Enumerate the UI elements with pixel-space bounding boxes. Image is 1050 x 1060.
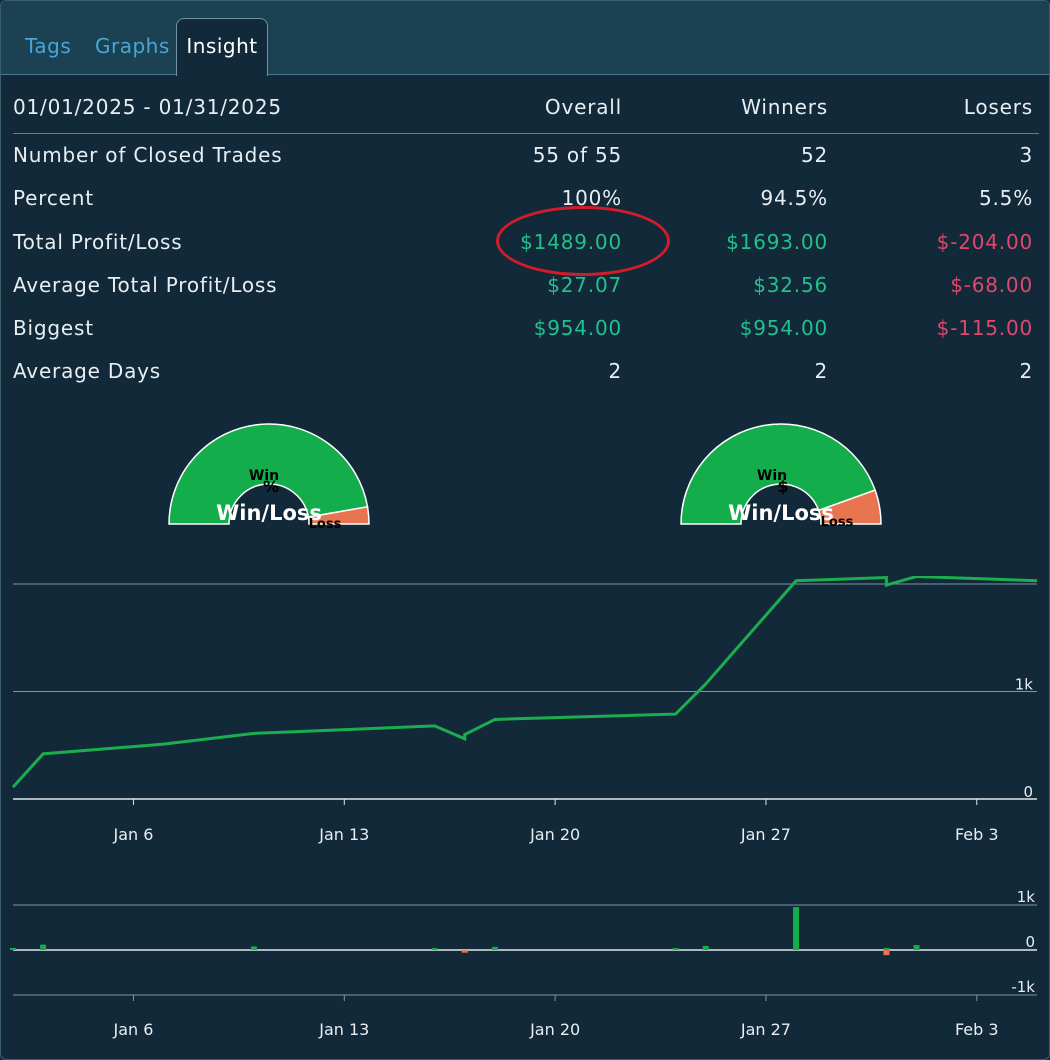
daily-pl-bar xyxy=(250,946,257,950)
x-tick-label: Jan 27 xyxy=(740,1020,791,1039)
daily-pl-bar xyxy=(883,950,890,956)
pl-line xyxy=(11,576,1038,789)
y-tick-label: 0 xyxy=(1023,783,1033,801)
daily-pl-bar xyxy=(491,946,498,950)
gauge-loss-label: Loss xyxy=(309,517,342,532)
losers-value: $-115.00 xyxy=(936,316,1033,340)
row-label: Total Profit/Loss xyxy=(13,230,183,254)
y-tick-label: -1k xyxy=(1011,978,1035,996)
winners-value: 52 xyxy=(800,143,828,167)
highlight-circle xyxy=(496,206,670,276)
y-tick-label: 1k xyxy=(1015,676,1034,694)
date-range: 01/01/2025 - 01/31/2025 xyxy=(13,95,282,119)
losers-value: $-68.00 xyxy=(950,273,1033,297)
col-winners-header: Winners xyxy=(741,95,828,119)
tab-insight[interactable]: Insight xyxy=(176,18,268,76)
col-losers-header: Losers xyxy=(963,95,1033,119)
header-divider xyxy=(13,133,1039,134)
x-tick-label: Jan 13 xyxy=(318,825,369,844)
winners-value: $32.56 xyxy=(753,273,828,297)
table-row: Average Days 2 2 2 xyxy=(1,359,1049,399)
daily-pl-bar xyxy=(672,948,679,950)
x-tick-label: Feb 3 xyxy=(955,825,999,844)
gauge-win-arc xyxy=(680,423,877,525)
y-tick-label: 1k xyxy=(1017,888,1036,906)
overall-value: 2 xyxy=(608,359,622,383)
winners-value: 94.5% xyxy=(760,186,828,210)
gauge-win-label: Win xyxy=(757,468,787,484)
overall-value: 55 of 55 xyxy=(532,143,622,167)
row-label: Percent xyxy=(13,186,94,210)
gauge-symbol: $ xyxy=(777,477,788,496)
daily-pl-bar xyxy=(40,944,47,950)
gauge-win-label: Win xyxy=(249,468,279,484)
row-label: Biggest xyxy=(13,316,94,340)
stats-header-row: 01/01/2025 - 01/31/2025 Overall Winners … xyxy=(1,95,1049,135)
winners-value: 2 xyxy=(814,359,828,383)
losers-value: 3 xyxy=(1019,143,1033,167)
gauge-symbol: % xyxy=(263,477,279,496)
x-tick-label: Feb 3 xyxy=(955,1020,999,1039)
gauge-loss-arc xyxy=(817,489,882,525)
row-label: Average Days xyxy=(13,359,161,383)
x-tick-label: Jan 27 xyxy=(740,825,791,844)
daily-pl-bar xyxy=(461,950,468,953)
winners-value: $1693.00 xyxy=(726,230,828,254)
gauge-loss-label: Loss xyxy=(821,515,854,530)
daily-pl-bar xyxy=(913,945,920,950)
losers-value: 5.5% xyxy=(978,186,1033,210)
x-tick-label: Jan 6 xyxy=(113,825,154,844)
daily-pl-bar xyxy=(883,948,890,950)
col-overall-header: Overall xyxy=(544,95,622,119)
gauge-title: Win/Loss xyxy=(728,501,834,525)
losers-value: $-204.00 xyxy=(936,230,1033,254)
x-tick-label: Jan 6 xyxy=(113,1020,154,1039)
win-loss-dollar-gauge: Win $ Win/Loss Loss xyxy=(680,423,882,530)
table-row: Percent 100% 94.5% 5.5% xyxy=(1,186,1049,226)
table-row: Number of Closed Trades 55 of 55 52 3 xyxy=(1,143,1049,183)
x-tick-label: Jan 13 xyxy=(318,1020,369,1039)
daily-pl-chart: 1k 0 -1k Jan 6 Jan 13 Jan 20 Jan 27 Feb 3 xyxy=(10,888,1037,1039)
tab-graphs[interactable]: Graphs xyxy=(95,34,170,58)
x-tick-label: Jan 20 xyxy=(529,825,580,844)
win-loss-percent-gauge: Win % Win/Loss Loss xyxy=(168,423,370,532)
daily-pl-bar xyxy=(702,945,709,950)
winners-value: $954.00 xyxy=(739,316,828,340)
row-label: Average Total Profit/Loss xyxy=(13,273,278,297)
overall-value: $954.00 xyxy=(533,316,622,340)
daily-pl-bar xyxy=(793,907,800,950)
x-tick-label: Jan 20 xyxy=(529,1020,580,1039)
table-row: Average Total Profit/Loss $27.07 $32.56 … xyxy=(1,273,1049,313)
daily-pl-bar xyxy=(10,948,16,950)
gauge-loss-arc xyxy=(307,505,370,525)
overall-value: $27.07 xyxy=(547,273,622,297)
tab-tags[interactable]: Tags xyxy=(25,34,72,58)
losers-value: 2 xyxy=(1019,359,1033,383)
gauge-win-arc xyxy=(168,423,369,525)
table-row: Biggest $954.00 $954.00 $-115.00 xyxy=(1,316,1049,356)
daily-pl-bar xyxy=(431,948,438,950)
tab-bar: Tags Graphs Insight xyxy=(1,1,1049,76)
row-label: Number of Closed Trades xyxy=(13,143,283,167)
y-tick-label: 0 xyxy=(1025,933,1035,951)
gauge-title: Win/Loss xyxy=(216,501,322,525)
cumulative-pl-chart: 0 1k Jan 6 Jan 13 Jan 20 Jan 27 Feb 3 xyxy=(11,576,1038,844)
